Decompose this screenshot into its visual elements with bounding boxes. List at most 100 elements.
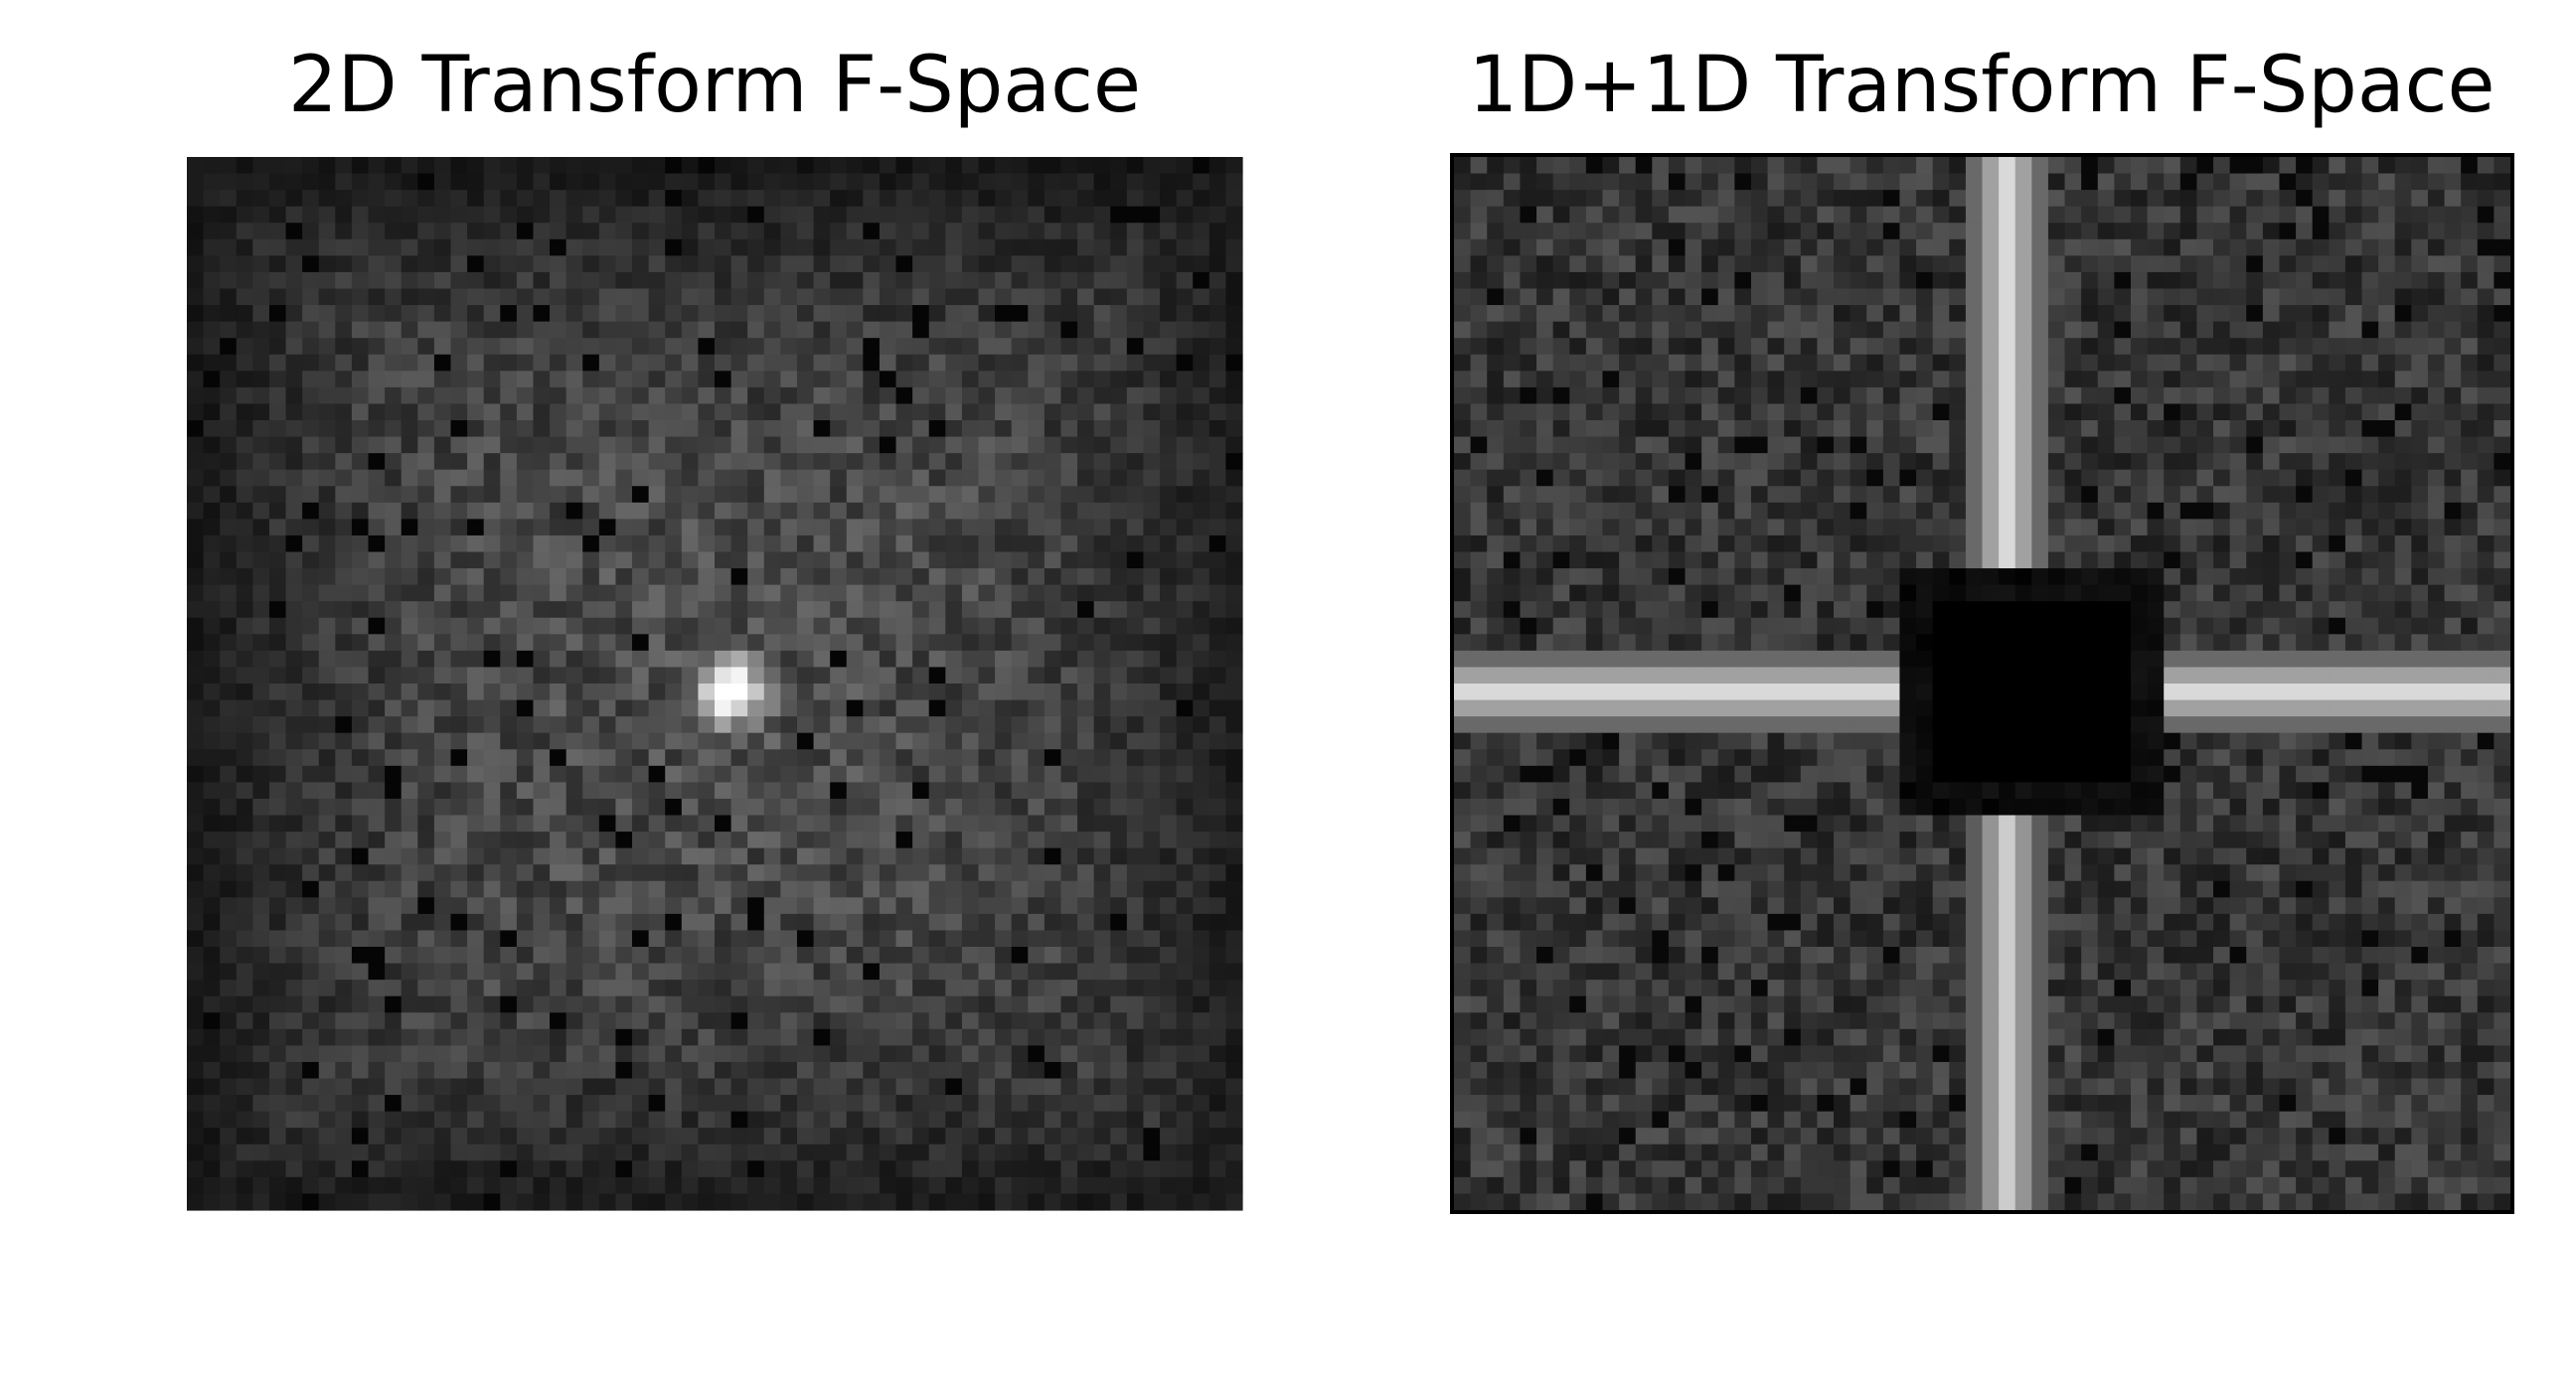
- pixel: [780, 157, 798, 175]
- pixel: [1225, 1160, 1243, 1178]
- pixel: [500, 534, 518, 553]
- pixel: [632, 305, 650, 323]
- pixel: [1503, 206, 1522, 224]
- pixel: [335, 963, 353, 981]
- pixel: [912, 913, 930, 932]
- pixel: [995, 420, 1013, 438]
- pixel: [615, 354, 633, 372]
- pixel: [220, 255, 238, 273]
- pixel: [2262, 288, 2281, 306]
- pixel: [945, 453, 963, 471]
- pixel: [500, 732, 518, 750]
- pixel: [565, 716, 583, 734]
- pixel: [401, 288, 418, 306]
- pixel: [945, 930, 963, 948]
- pixel: [879, 1160, 897, 1178]
- pixel: [830, 321, 848, 339]
- pixel: [846, 1061, 864, 1080]
- pixel: [401, 963, 418, 981]
- pixel: [1208, 354, 1226, 372]
- pixel: [2147, 238, 2165, 256]
- pixel: [1932, 255, 1950, 273]
- pixel: [433, 519, 452, 536]
- pixel: [615, 288, 633, 306]
- pixel: [550, 534, 567, 553]
- pixel: [730, 190, 748, 208]
- pixel: [796, 436, 815, 454]
- pixel: [813, 469, 831, 487]
- pixel: [2296, 305, 2314, 323]
- pixel: [681, 832, 699, 849]
- pixel: [1176, 667, 1194, 685]
- pixel: [1866, 206, 1884, 224]
- pixel: [203, 601, 221, 619]
- pixel: [1225, 1028, 1243, 1046]
- pixel: [187, 1176, 205, 1195]
- pixel: [1028, 1144, 1046, 1161]
- pixel: [895, 601, 913, 619]
- pixel: [813, 386, 831, 405]
- pixel: [846, 321, 864, 339]
- pixel: [285, 238, 303, 256]
- pixel: [1882, 371, 1901, 388]
- pixel: [995, 190, 1013, 208]
- pixel: [978, 271, 996, 290]
- pixel: [665, 1128, 683, 1145]
- pixel: [565, 667, 583, 685]
- pixel: [928, 1176, 946, 1195]
- pixel: [615, 223, 633, 240]
- pixel: [879, 1193, 897, 1211]
- pixel: [351, 190, 370, 208]
- pixel: [1143, 650, 1161, 669]
- pixel: [2130, 238, 2149, 256]
- pixel: [615, 453, 633, 471]
- pixel: [895, 519, 913, 536]
- pixel: [698, 568, 716, 586]
- pixel: [1028, 880, 1046, 898]
- pixel: [550, 206, 567, 224]
- pixel: [1077, 1176, 1095, 1195]
- pixel: [433, 568, 452, 586]
- pixel: [302, 238, 320, 256]
- pixel: [978, 749, 996, 767]
- pixel: [615, 1095, 633, 1113]
- pixel: [368, 271, 386, 290]
- pixel: [252, 798, 270, 817]
- pixel: [252, 1144, 270, 1161]
- pixel: [220, 864, 238, 882]
- pixel: [268, 338, 287, 356]
- pixel: [1028, 403, 1046, 421]
- pixel: [1569, 305, 1587, 323]
- pixel: [813, 1128, 831, 1145]
- pixel: [385, 338, 402, 356]
- pixel: [665, 1193, 683, 1211]
- pixel: [1225, 190, 1243, 208]
- pixel: [368, 1061, 386, 1080]
- pixel: [187, 913, 205, 932]
- pixel: [203, 288, 221, 306]
- pixel: [385, 502, 402, 520]
- pixel: [945, 864, 963, 882]
- pixel: [516, 749, 535, 767]
- pixel: [2014, 338, 2032, 356]
- pixel: [895, 1061, 913, 1080]
- pixel: [220, 798, 238, 817]
- pixel: [1028, 354, 1046, 372]
- pixel: [550, 568, 567, 586]
- pixel: [1701, 371, 1719, 388]
- pixel: [565, 371, 583, 388]
- pixel: [1208, 436, 1226, 454]
- pixel: [302, 650, 320, 669]
- pixel: [895, 238, 913, 256]
- pixel: [945, 190, 963, 208]
- pixel: [285, 173, 303, 191]
- pixel: [550, 947, 567, 965]
- pixel: [730, 1061, 748, 1080]
- pixel: [912, 420, 930, 438]
- pixel: [2296, 173, 2314, 191]
- pixel: [1225, 469, 1243, 487]
- pixel: [1834, 206, 1852, 224]
- pixel: [2031, 321, 2049, 339]
- pixel: [978, 913, 996, 932]
- pixel: [2312, 354, 2330, 372]
